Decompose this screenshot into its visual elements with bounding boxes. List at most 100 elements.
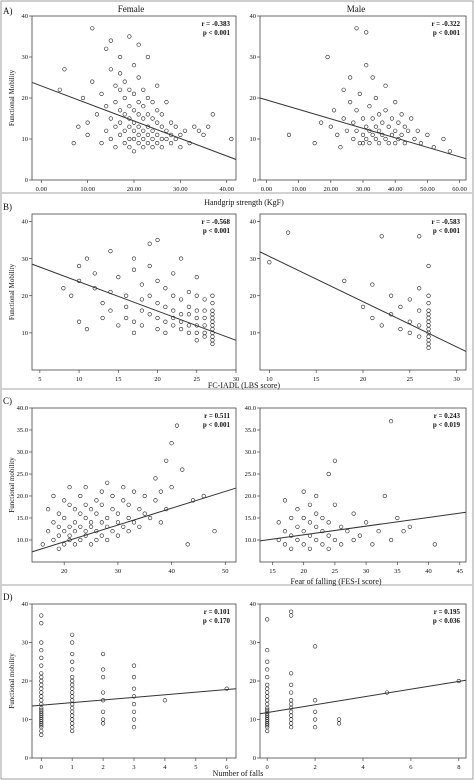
data-point <box>131 717 137 722</box>
stat-annotation: p < 0.036 <box>433 617 461 625</box>
y-tick-label: 40 <box>250 601 257 608</box>
data-point <box>210 112 215 117</box>
data-point <box>289 725 294 730</box>
data-point <box>163 286 168 291</box>
data-point <box>265 723 270 728</box>
data-point <box>131 91 137 96</box>
data-point <box>72 542 78 547</box>
y-tick-label: 20 <box>22 678 29 685</box>
x-tick-label: 0.00 <box>36 186 47 193</box>
data-point <box>104 104 109 109</box>
data-point <box>92 271 97 276</box>
data-point <box>131 663 137 668</box>
stat-annotation: r = 0.511 <box>204 412 230 420</box>
data-point <box>289 671 294 676</box>
data-point <box>282 529 288 534</box>
data-point <box>147 241 152 246</box>
row-letter-a: A) <box>3 6 13 16</box>
data-point <box>131 136 137 142</box>
data-point <box>100 690 106 695</box>
y-tick-label: 30 <box>22 256 29 263</box>
data-point <box>348 99 353 105</box>
data-point <box>341 87 346 92</box>
data-point <box>70 632 75 637</box>
plot-frame <box>31 213 237 371</box>
data-point <box>367 141 372 146</box>
data-point <box>57 87 62 92</box>
data-point <box>122 79 127 84</box>
data-point <box>85 132 90 137</box>
data-point <box>153 476 158 481</box>
data-point <box>100 675 106 680</box>
data-point <box>145 132 151 137</box>
data-point <box>163 304 168 309</box>
x-tick-label: 0 <box>266 764 269 771</box>
data-point <box>76 124 81 129</box>
data-point <box>190 498 196 503</box>
data-point <box>196 128 202 133</box>
data-point <box>325 54 330 60</box>
x-tick-label: 10.00 <box>80 186 95 193</box>
stat-annotation: p < 0.001 <box>203 421 231 429</box>
data-point <box>289 515 294 521</box>
data-point <box>158 520 163 525</box>
y-tick-label: 40.0 <box>17 405 28 412</box>
data-point <box>171 293 176 298</box>
y-tick-label: 40 <box>22 219 29 226</box>
data-point <box>186 330 192 335</box>
data-point <box>320 515 325 521</box>
y-tick-label: 0 <box>25 755 28 762</box>
stat-annotation: r = -0.568 <box>201 218 230 226</box>
data-point <box>158 489 163 494</box>
data-point <box>402 141 407 146</box>
trend-line <box>259 251 467 352</box>
data-point <box>351 136 356 142</box>
data-point <box>155 327 160 332</box>
y-tick-label: 0 <box>253 177 256 184</box>
data-point <box>301 542 306 547</box>
data-point <box>409 116 414 121</box>
data-point <box>39 723 44 728</box>
data-point <box>131 267 137 272</box>
data-point <box>131 520 137 525</box>
y-tick-label: 10 <box>250 717 257 724</box>
data-point <box>67 524 72 529</box>
data-point <box>186 304 192 309</box>
x-tick-label: 60.00 <box>452 186 467 193</box>
data-point <box>295 507 300 512</box>
data-point <box>168 132 174 137</box>
data-point <box>417 334 422 339</box>
data-point <box>142 493 147 499</box>
x-tick-label: 20 <box>360 376 367 383</box>
x-tick-label: 40.00 <box>219 186 234 193</box>
data-point <box>332 537 338 543</box>
data-point <box>171 308 176 313</box>
data-point <box>441 136 446 142</box>
data-point <box>155 237 160 243</box>
data-point <box>113 99 118 105</box>
data-point <box>39 655 44 661</box>
data-point <box>155 301 160 306</box>
data-point <box>139 282 144 287</box>
data-point <box>131 694 137 699</box>
panel-d-female: 0 1 2 3 4 5 6 0 10 20 30 40 Functional mobility r = 0… <box>8 601 237 771</box>
data-point <box>164 99 169 105</box>
data-point <box>113 145 118 150</box>
data-point <box>162 698 168 703</box>
data-point <box>159 145 164 150</box>
data-point <box>137 524 142 529</box>
data-point <box>99 520 104 525</box>
data-point <box>56 511 61 516</box>
x-tick-label: 10 <box>266 376 273 383</box>
data-point <box>39 613 44 618</box>
data-point <box>332 458 338 463</box>
data-point <box>94 112 100 117</box>
data-point <box>301 529 306 534</box>
data-point <box>84 327 90 332</box>
y-tick-label: 35.0 <box>245 427 256 434</box>
data-point <box>173 124 178 129</box>
data-point <box>80 95 86 101</box>
data-point <box>289 613 294 618</box>
data-point <box>131 330 137 335</box>
data-point <box>94 498 99 503</box>
